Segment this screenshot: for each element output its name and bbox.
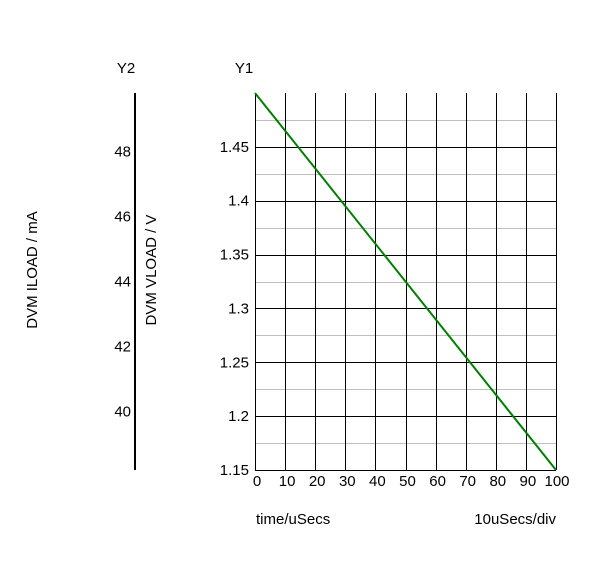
y2-tick-label: 48 xyxy=(114,144,131,161)
y2-axis-name: Y2 xyxy=(117,60,135,77)
x-tick-label: 100 xyxy=(544,473,569,490)
x-scale-label: 10uSecs/div xyxy=(474,511,556,528)
x-tick-label: 80 xyxy=(489,473,506,490)
y2-tick-label: 46 xyxy=(114,209,131,226)
y1-axis-name: Y1 xyxy=(235,60,253,77)
x-tick-label: 40 xyxy=(369,473,386,490)
y1-tick-label: 1.25 xyxy=(220,354,249,371)
y2-tick-label: 42 xyxy=(114,339,131,356)
y2-axis-label: DVM ILOAD / mA xyxy=(24,211,41,329)
x-tick-label: 30 xyxy=(339,473,356,490)
y1-tick-label: 1.15 xyxy=(220,462,249,479)
x-axis-label: time/uSecs xyxy=(256,511,330,528)
y2-tick-label: 40 xyxy=(114,404,131,421)
x-tick-label: 50 xyxy=(399,473,416,490)
y1-axis-label: DVM VLOAD / V xyxy=(143,215,160,326)
y2-tick-label: 44 xyxy=(114,274,131,291)
x-tick-label: 20 xyxy=(309,473,326,490)
tick-labels: 0 10 20 30 40 50 60 70 80 90 100 1.15 1.2 1.25 1.3 1.35… xyxy=(114,139,569,490)
y1-tick-label: 1.3 xyxy=(228,300,249,317)
x-tick-label: 70 xyxy=(459,473,476,490)
x-tick-label: 10 xyxy=(279,473,296,490)
y1-tick-label: 1.4 xyxy=(228,193,249,210)
grid xyxy=(255,93,557,471)
series-line xyxy=(254,92,557,471)
y1-tick-label: 1.45 xyxy=(220,139,249,156)
x-tick-label: 90 xyxy=(520,473,537,490)
y1-tick-label: 1.35 xyxy=(220,247,249,264)
x-tick-label: 60 xyxy=(429,473,446,490)
x-tick-label: 0 xyxy=(253,473,261,490)
y1-tick-label: 1.2 xyxy=(228,408,249,425)
series-layer xyxy=(254,92,557,471)
